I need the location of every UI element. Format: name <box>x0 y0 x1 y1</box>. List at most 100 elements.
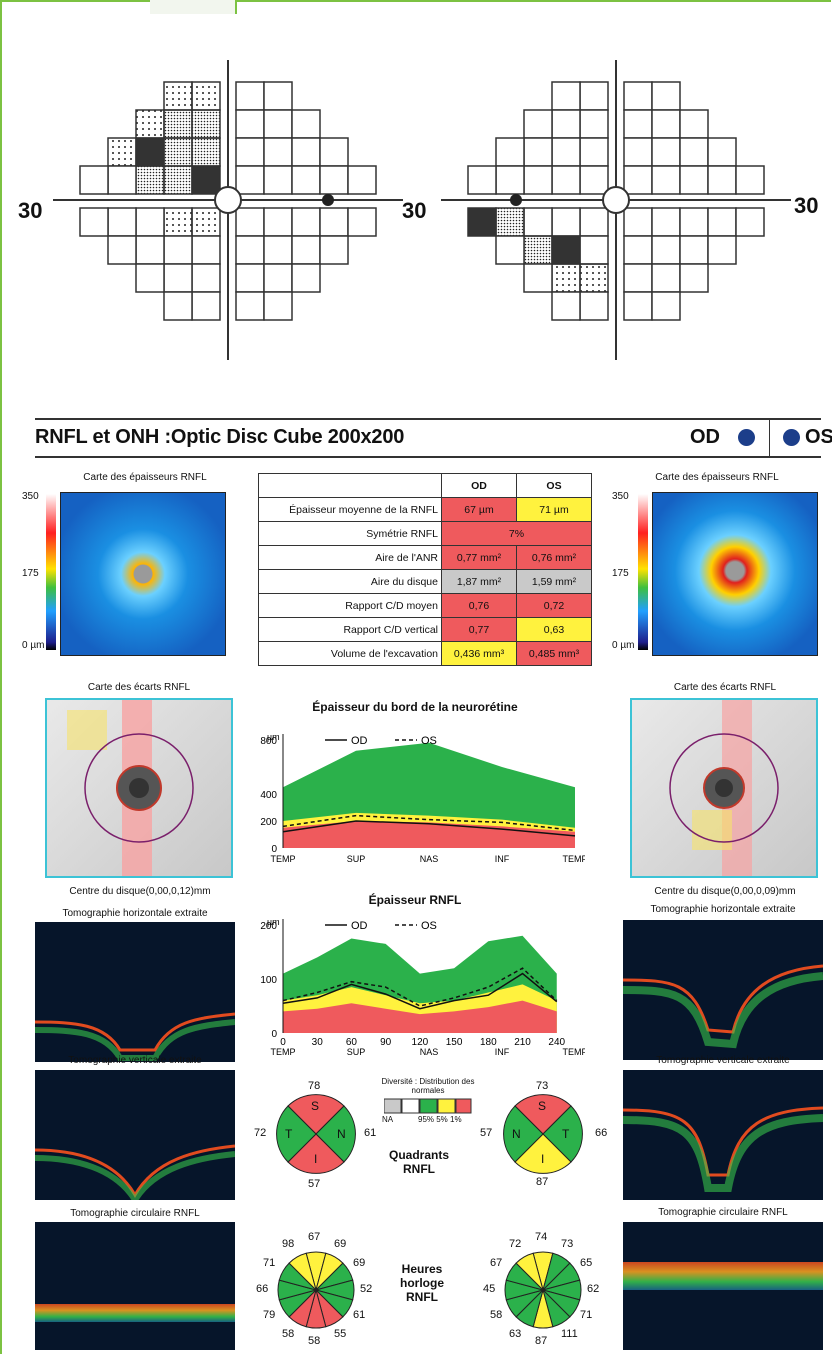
os-tomo-h-title: Tomographie horizontale extraite <box>650 904 796 915</box>
vf-cell <box>551 291 581 321</box>
clock-value: 69 <box>353 1257 366 1269</box>
od-tomo-c-band <box>35 1304 235 1322</box>
row-od: 0,76 <box>441 593 517 618</box>
row-label: Aire du disque <box>258 569 442 594</box>
vf-cell <box>263 137 293 167</box>
vf-cell <box>135 165 165 195</box>
vf-cell <box>651 81 681 111</box>
vf-fixation <box>602 186 630 214</box>
vf-cell <box>579 109 609 139</box>
vf-cell <box>623 263 653 293</box>
vf-cell <box>707 165 737 195</box>
od-tomo-v <box>35 1070 235 1200</box>
rnfl-xtick: 60 <box>346 1037 358 1048</box>
od-label: OD <box>690 426 720 448</box>
vf-cell <box>107 235 137 265</box>
od-tomo-v-title: Tomographie verticale extraite <box>68 1055 202 1066</box>
od-deviation-map <box>45 698 233 878</box>
vf-right-30: 30 <box>794 193 819 218</box>
vf-cell <box>551 109 581 139</box>
vf-cell <box>551 235 581 265</box>
vf-cell <box>263 291 293 321</box>
os-deviation-map <box>630 698 818 878</box>
vf-cell <box>191 137 221 167</box>
rim-line-os <box>282 814 576 832</box>
vf-cell <box>135 235 165 265</box>
rnfl-chart-title: Épaisseur RNFL <box>368 893 462 907</box>
os-scale-bottom: 0 µm <box>612 640 635 651</box>
od-q-left: 72 <box>254 1127 267 1139</box>
vf-cell <box>623 137 653 167</box>
vf-cell <box>135 109 165 139</box>
legend-na: NA <box>382 1115 394 1124</box>
vf-cell <box>235 235 265 265</box>
os-dot-icon <box>783 429 800 446</box>
row-od: 1,87 mm² <box>441 569 517 594</box>
od-q-bottom: 57 <box>308 1178 321 1190</box>
os-colorbar <box>638 494 648 650</box>
os-q-bottom: 87 <box>536 1176 549 1188</box>
vf-cell <box>523 165 553 195</box>
os-tomo-v-title: Tomographie verticale extraite <box>656 1055 790 1066</box>
vf-cell <box>651 263 681 293</box>
vf-cell <box>623 81 653 111</box>
vf-cell <box>235 109 265 139</box>
rnfl-legend-label: OS <box>421 920 437 932</box>
os-q-top: 73 <box>536 1080 549 1092</box>
vf-cell <box>579 291 609 321</box>
clock-value: 52 <box>360 1283 373 1295</box>
vf-cell <box>163 81 193 111</box>
od-tomo-h-image <box>35 1012 235 1061</box>
row-label: Rapport C/D moyen <box>258 593 442 618</box>
os-scale-mid: 175 <box>612 568 629 579</box>
vf-cell <box>263 109 293 139</box>
vf-cell <box>679 109 709 139</box>
vf-cell <box>623 235 653 265</box>
vf-cell <box>235 263 265 293</box>
od-tomo-c-title: Tomographie circulaire RNFL <box>70 1208 200 1219</box>
vf-cell <box>651 137 681 167</box>
rnfl-legend-label: OD <box>351 920 368 932</box>
clock-value: 67 <box>308 1231 321 1243</box>
vf-cell <box>291 235 321 265</box>
os-q-n: N <box>512 1127 521 1141</box>
rnfl-xcat: TEMP <box>562 1047 585 1057</box>
vf-cell <box>291 207 321 237</box>
vf-cell <box>651 109 681 139</box>
os-thickness-title: Carte des épaisseurs RNFL <box>655 472 779 483</box>
vf-cell <box>107 137 137 167</box>
os-quadrant-chart <box>503 1094 583 1174</box>
vf-cell <box>495 137 525 167</box>
vf-cell <box>163 263 193 293</box>
vf-fixation <box>214 186 242 214</box>
table-corner <box>258 473 442 498</box>
report-header: RNFL et ONH :Optic Disc Cube 200x200 OD … <box>35 418 832 458</box>
rim-ytick: 200 <box>260 817 277 828</box>
rim-xtick: SUP <box>347 854 366 864</box>
vf-cell <box>191 263 221 293</box>
vf-cell <box>579 81 609 111</box>
vf-cell <box>707 207 737 237</box>
clock-value: 65 <box>580 1257 593 1269</box>
vf-cell <box>623 165 653 195</box>
vf-cell <box>551 207 581 237</box>
vf-cell <box>107 165 137 195</box>
vf-blind-spot <box>322 194 334 206</box>
rnfl-xtick: 150 <box>446 1037 463 1048</box>
rim-ytick: 400 <box>260 790 277 801</box>
vf-cell <box>263 235 293 265</box>
rim-xtick: TEMP <box>270 854 295 864</box>
legend-title: Diversité : Distribution des normales <box>381 1077 475 1095</box>
vf-cell <box>707 137 737 167</box>
vf-cell <box>623 291 653 321</box>
vf-cell <box>163 137 193 167</box>
od-q-i: I <box>314 1152 318 1166</box>
rnfl-xtick: 210 <box>514 1037 531 1048</box>
clock-value: 58 <box>308 1335 321 1347</box>
vf-cell <box>579 165 609 195</box>
visual-field-od <box>53 60 403 360</box>
od-deviation-drawing <box>67 700 194 876</box>
od-thickness-title: Carte des épaisseurs RNFL <box>83 472 207 483</box>
clock-value: 79 <box>262 1309 276 1321</box>
